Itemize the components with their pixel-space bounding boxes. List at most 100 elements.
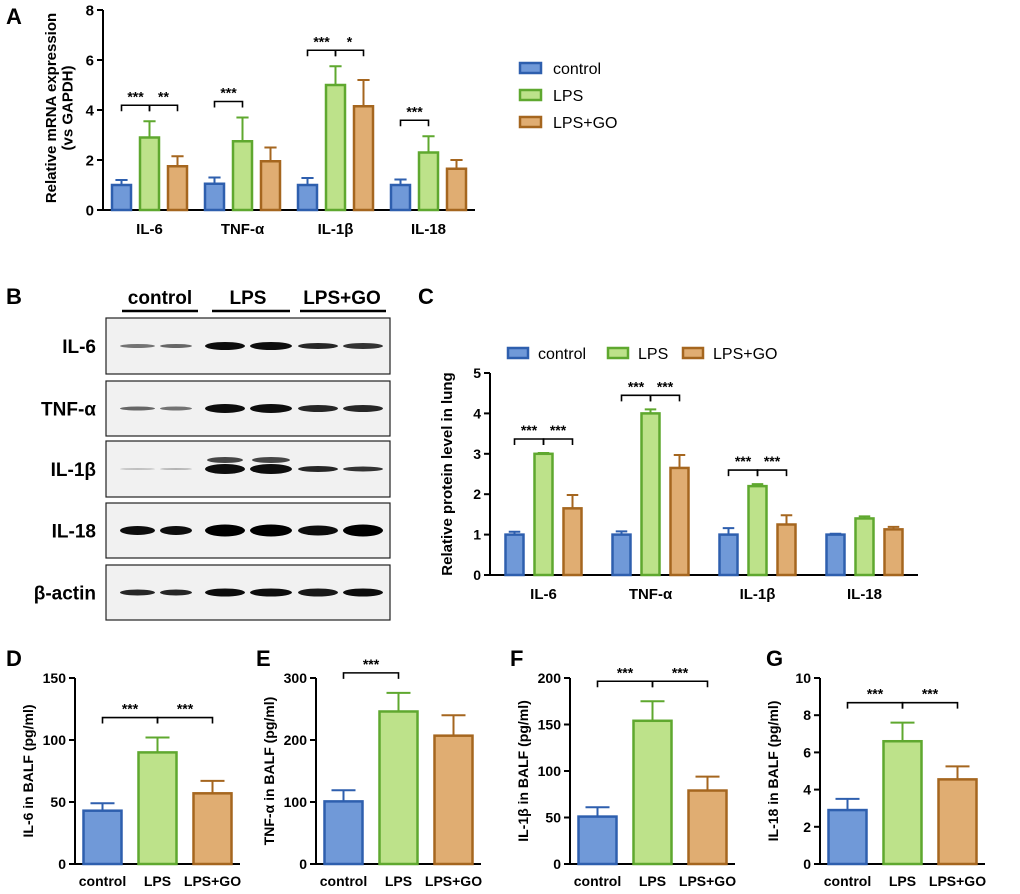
chart-a-y-tick-label: 2 — [86, 152, 94, 169]
chart-f-y-tick-label: 50 — [545, 810, 561, 826]
panel-letter-a: A — [6, 4, 22, 29]
chart-g-significance-label: *** — [867, 686, 884, 702]
chart-a-significance-label: *** — [220, 85, 237, 101]
chart-d-bar-lps-go — [194, 793, 232, 864]
chart-c-bar-control — [506, 535, 524, 575]
chart-d-y-tick-label: 150 — [43, 670, 67, 686]
chart-d-y-tick-label: 100 — [43, 732, 67, 748]
chart-g-significance-bracket — [903, 703, 958, 709]
chart-g-error-bar — [946, 766, 970, 779]
chart-c-significance-label: *** — [628, 378, 645, 394]
chart-c-significance-bracket — [758, 470, 787, 476]
chart-a-error-bar — [236, 118, 248, 142]
chart-e-y-tick-label: 300 — [284, 670, 308, 686]
chart-f-significance-bracket — [598, 681, 653, 687]
blot-band — [298, 405, 338, 412]
chart-f-y-tick-label: 100 — [538, 763, 562, 779]
chart-g-y-axis-label: IL-18 in BALF (pg/ml) — [765, 701, 781, 842]
blot-band — [160, 590, 192, 596]
chart-e-bar-lps-go — [435, 736, 473, 864]
chart-d-error-bar — [146, 738, 170, 753]
blot-band — [160, 344, 192, 348]
chart-g-bar-control — [829, 810, 867, 864]
chart-a-error-bar — [143, 121, 155, 137]
chart-f-y-axis-label: IL-1β in BALF (pg/ml) — [515, 700, 531, 842]
chart-e-category-label: control — [320, 873, 367, 889]
chart-f-y-tick-label: 150 — [538, 717, 562, 733]
chart-f-y-tick-label: 200 — [538, 670, 562, 686]
blot-row-label: TNF-α — [41, 400, 96, 421]
chart-e-category-label: LPS — [385, 873, 412, 889]
chart-a-error-bar — [329, 66, 341, 85]
panel-letter-f: F — [510, 646, 523, 671]
chart-f-significance-label: *** — [672, 664, 689, 680]
chart-a-y-axis-label: Relative mRNA expression(vs GAPDH) — [43, 13, 77, 203]
chart-a-legend-label: LPS — [553, 88, 583, 105]
chart-a-significance-bracket — [122, 105, 150, 111]
chart-c-bar-lps — [856, 518, 874, 575]
blot-band — [343, 467, 383, 472]
blot-band — [207, 457, 243, 463]
blot-band — [120, 590, 155, 596]
chart-a-significance-label: *** — [406, 103, 423, 119]
blot-band — [120, 468, 155, 470]
chart-f-significance-bracket — [653, 681, 708, 687]
chart-g-category-label: LPS — [889, 873, 916, 889]
chart-a-bar-control — [112, 185, 131, 210]
blot-band — [205, 342, 245, 350]
chart-c-y-axis-label: Relative protein level in lung — [439, 372, 456, 575]
blot-band — [250, 525, 292, 537]
blot-row-label: IL-6 — [62, 337, 96, 358]
chart-a-significance-label: ** — [158, 88, 169, 104]
chart-e-error-bar — [442, 715, 466, 735]
chart-c-bar-lps — [535, 454, 553, 575]
chart-c-y-tick-label: 3 — [473, 446, 481, 462]
blot-band — [120, 526, 155, 535]
chart-panel-c: 0 1 2 3 4 5 IL-6 TNF-α IL-1β IL-18 *** *** *** *** ***… — [439, 346, 918, 603]
blot-band — [205, 464, 245, 474]
chart-a-y-tick-label: 6 — [86, 52, 94, 69]
chart-panel-e: 0 100 200 300 control LPS LPS+GO *** TNF-α in BA… — [261, 656, 482, 889]
chart-g-y-tick-label: 2 — [803, 819, 811, 835]
chart-f-bar-control — [579, 817, 617, 864]
blot-band — [343, 525, 383, 537]
blot-band — [250, 589, 292, 597]
chart-c-y-tick-label: 1 — [473, 527, 481, 543]
chart-a-significance-bracket — [336, 50, 364, 56]
chart-d-bar-lps — [139, 752, 177, 864]
chart-g-y-tick-label: 0 — [803, 856, 811, 872]
chart-c-significance-bracket — [544, 439, 573, 445]
chart-c-legend-label: control — [538, 346, 586, 363]
chart-e-error-bar — [332, 790, 356, 801]
chart-f-category-label: LPS+GO — [679, 873, 736, 889]
chart-a-significance-label: *** — [313, 33, 330, 49]
chart-d-y-tick-label: 0 — [58, 856, 66, 872]
chart-c-bar-lps-go — [671, 468, 689, 575]
chart-a-significance-label: * — [347, 33, 353, 49]
chart-d-significance-label: *** — [122, 701, 139, 717]
blot-row-label: IL-18 — [52, 522, 96, 543]
chart-f-category-label: control — [574, 873, 621, 889]
chart-f-y-tick-label: 0 — [553, 856, 561, 872]
chart-d-category-label: LPS+GO — [184, 873, 241, 889]
blot-band — [250, 404, 292, 413]
panel-letter-d: D — [6, 646, 22, 671]
chart-a-bar-control — [205, 184, 224, 210]
blot-band — [343, 589, 383, 597]
chart-panel-d: 050100150control LPS LPS+GO*** ***IL-6 in B… — [20, 670, 241, 889]
blot-band — [205, 525, 245, 537]
chart-c-bar-control — [613, 535, 631, 575]
chart-a-bar-lps — [233, 141, 252, 210]
chart-c-significance-bracket — [729, 470, 758, 476]
chart-c-bar-lps-go — [885, 529, 903, 575]
chart-e-y-tick-label: 100 — [284, 794, 308, 810]
chart-a-bar-lps-go — [168, 166, 187, 210]
blot-band — [120, 407, 155, 411]
blot-band — [250, 464, 292, 474]
chart-a-bar-control — [298, 185, 317, 210]
chart-c-y-tick-label: 0 — [473, 567, 481, 583]
chart-a-error-bar — [264, 148, 276, 162]
chart-f-error-bar — [641, 701, 665, 721]
chart-g-y-tick-label: 6 — [803, 744, 811, 760]
